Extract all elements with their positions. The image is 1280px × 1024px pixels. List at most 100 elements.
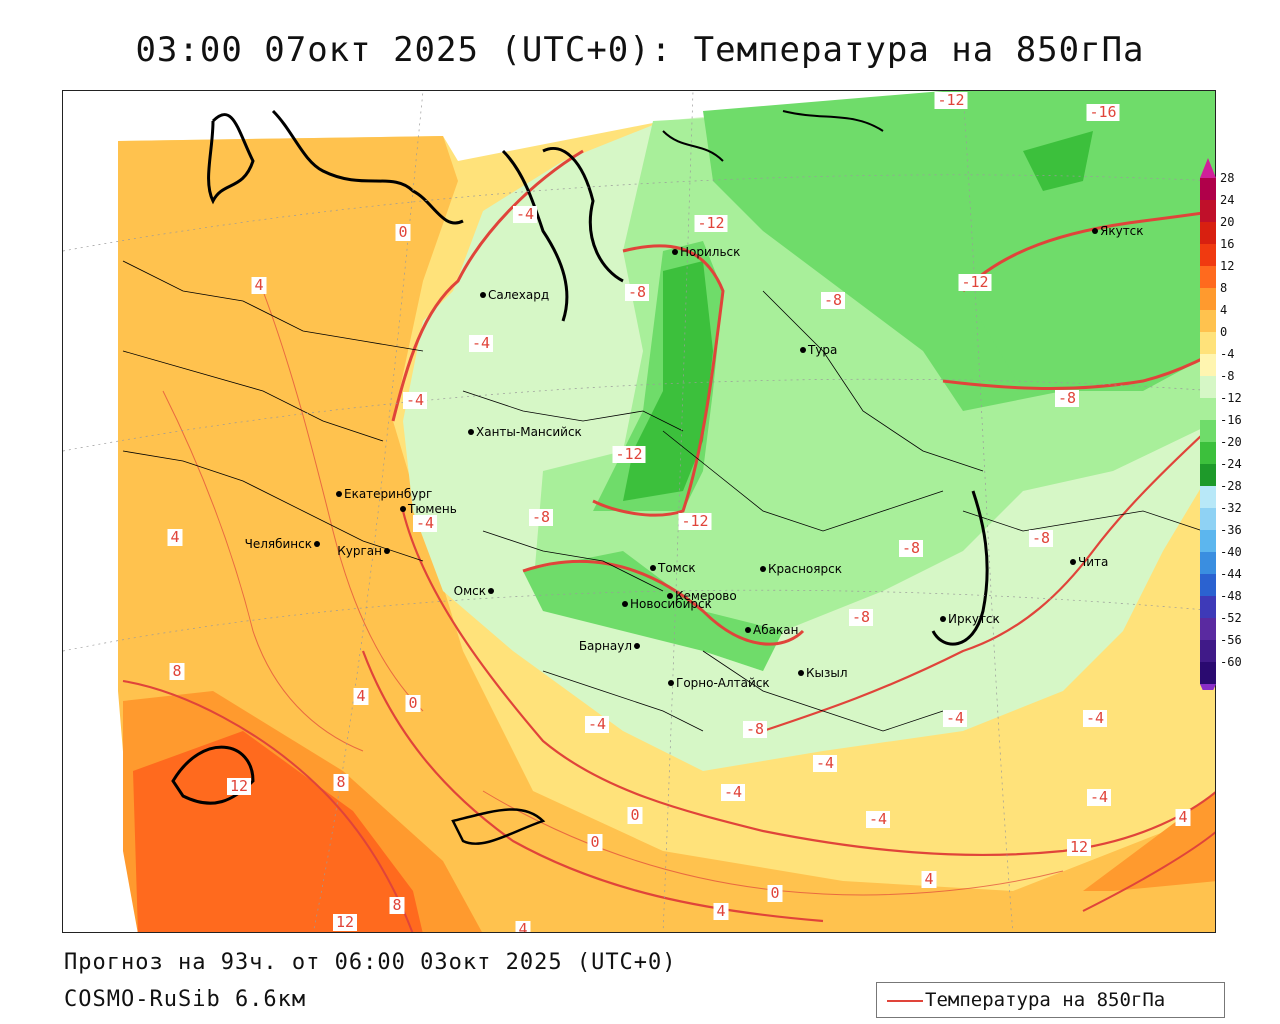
contour-value-label: -8 bbox=[852, 608, 870, 626]
contour-label-background bbox=[625, 284, 649, 301]
colorbar-tick-label: 28 bbox=[1220, 171, 1235, 185]
colorbar-segment bbox=[1200, 508, 1216, 530]
colorbar-tick-label: -40 bbox=[1220, 545, 1242, 559]
contour-label-background bbox=[627, 807, 643, 824]
contour-label-background bbox=[1083, 710, 1107, 727]
city-marker bbox=[480, 292, 486, 298]
contour-value-label: 0 bbox=[630, 806, 639, 824]
contour-value-label: 0 bbox=[408, 694, 417, 712]
colorbar-bottom-arrow bbox=[1200, 684, 1216, 690]
contour-label-background bbox=[227, 778, 251, 795]
contour-label-background bbox=[1175, 809, 1191, 826]
contour-value-label: -12 bbox=[681, 512, 708, 530]
colorbar-segment bbox=[1200, 640, 1216, 662]
contour-value-label: 8 bbox=[392, 896, 401, 914]
colorbar-tick-label: 12 bbox=[1220, 259, 1235, 273]
city-label: Тюмень bbox=[407, 502, 457, 516]
contour-value-label: 4 bbox=[518, 920, 527, 933]
contour-value-label: -4 bbox=[416, 514, 434, 532]
contour-label-background bbox=[767, 885, 783, 902]
city-markers-layer: Салехард Норильск Якутск Тура Ханты-Мансийск… bbox=[245, 224, 1144, 690]
city-marker bbox=[384, 548, 390, 554]
colorbar-segment bbox=[1200, 442, 1216, 464]
contour-value-label: -4 bbox=[516, 205, 534, 223]
city-label: Кемерово bbox=[675, 589, 737, 603]
contour-label-background bbox=[413, 515, 437, 532]
colorbar-segment bbox=[1200, 618, 1216, 640]
colorbar-tick-label: 20 bbox=[1220, 215, 1235, 229]
contour-label-background bbox=[1055, 390, 1079, 407]
contour-label-background bbox=[1086, 104, 1120, 121]
city-marker bbox=[1070, 559, 1076, 565]
city-marker bbox=[1092, 228, 1098, 234]
colorbar-segment bbox=[1200, 662, 1216, 684]
contour-value-label: 4 bbox=[924, 870, 933, 888]
contour-value-label: -8 bbox=[824, 291, 842, 309]
contour-label-background bbox=[899, 540, 923, 557]
city-marker bbox=[650, 565, 656, 571]
city-marker bbox=[314, 541, 320, 547]
city-label: Абакан bbox=[753, 623, 798, 637]
contour-label-background bbox=[943, 710, 967, 727]
colorbar-tick-label: -48 bbox=[1220, 589, 1242, 603]
contour-value-label: -8 bbox=[1032, 529, 1050, 547]
contour-value-label: -4 bbox=[472, 334, 490, 352]
contour-value-label: -12 bbox=[961, 273, 988, 291]
contour-value-label: -12 bbox=[615, 445, 642, 463]
map-panel: Салехард Норильск Якутск Тура Ханты-Мансийск… bbox=[62, 90, 1216, 933]
city-marker bbox=[336, 491, 342, 497]
contour-label-background bbox=[958, 274, 992, 291]
colorbar-tick-label: -36 bbox=[1220, 523, 1242, 537]
city-marker bbox=[488, 588, 494, 594]
city-label: Кызыл bbox=[806, 666, 848, 680]
contour-value-label: 0 bbox=[770, 884, 779, 902]
contour-value-label: -4 bbox=[816, 754, 834, 772]
contour-label-background bbox=[513, 206, 537, 223]
contour-label-background bbox=[921, 871, 937, 888]
contour-label-background bbox=[849, 609, 873, 626]
contour-value-label: -8 bbox=[1058, 389, 1076, 407]
city-marker bbox=[940, 616, 946, 622]
city-label: Салехард bbox=[488, 288, 549, 302]
contour-label-background bbox=[1029, 530, 1053, 547]
city-label: Ханты-Мансийск bbox=[476, 425, 582, 439]
contour-label-background bbox=[389, 897, 405, 914]
map-title: 03:00 07окт 2025 (UTC+0): Температура на… bbox=[135, 30, 1145, 70]
contour-labels-layer: -12 -16 -4 -12 -12 -8 -8 -4 4 0 -4 -12 -12 -8 -4 4 -8 -8 -… bbox=[167, 91, 1191, 933]
contour-value-label: -8 bbox=[628, 283, 646, 301]
contour-value-label: -4 bbox=[406, 391, 424, 409]
colorbar-segment bbox=[1200, 354, 1216, 376]
city-label: Красноярск bbox=[768, 562, 842, 576]
temperature-colorbar bbox=[1200, 158, 1216, 690]
colorbar-tick-label: -16 bbox=[1220, 413, 1242, 427]
legend-line-swatch bbox=[887, 1000, 923, 1002]
city-label: Тура bbox=[807, 343, 837, 357]
city-marker bbox=[668, 680, 674, 686]
colorbar-tick-label: -4 bbox=[1220, 347, 1235, 361]
colorbar-segment bbox=[1200, 222, 1216, 244]
contour-value-label: 4 bbox=[254, 276, 263, 294]
contour-value-label: 4 bbox=[1178, 808, 1187, 826]
contour-value-label: -4 bbox=[946, 709, 964, 727]
city-marker bbox=[468, 429, 474, 435]
contour-label-background bbox=[395, 224, 411, 241]
city-marker bbox=[760, 566, 766, 572]
contour-label-background bbox=[167, 529, 183, 546]
graticule bbox=[63, 91, 1215, 932]
contour-value-label: 4 bbox=[716, 902, 725, 920]
city-label: Барнаул bbox=[579, 639, 632, 653]
colorbar-segment bbox=[1200, 596, 1216, 618]
city-label: Чита bbox=[1078, 555, 1108, 569]
contour-label-background bbox=[405, 695, 421, 712]
colorbar-tick-label: -24 bbox=[1220, 457, 1242, 471]
contour-value-label: 0 bbox=[398, 223, 407, 241]
forecast-info-text: Прогноз на 93ч. от 06:00 03окт 2025 (UTC… bbox=[64, 950, 677, 975]
model-name-text: COSMO-RuSib 6.6км bbox=[64, 987, 307, 1012]
colorbar-segment bbox=[1200, 530, 1216, 552]
contour-label-background bbox=[333, 774, 349, 791]
colorbar-segment bbox=[1200, 376, 1216, 398]
contour-label-background bbox=[721, 784, 745, 801]
city-label: Омск bbox=[454, 584, 486, 598]
city-marker bbox=[798, 670, 804, 676]
colorbar-segment bbox=[1200, 486, 1216, 508]
